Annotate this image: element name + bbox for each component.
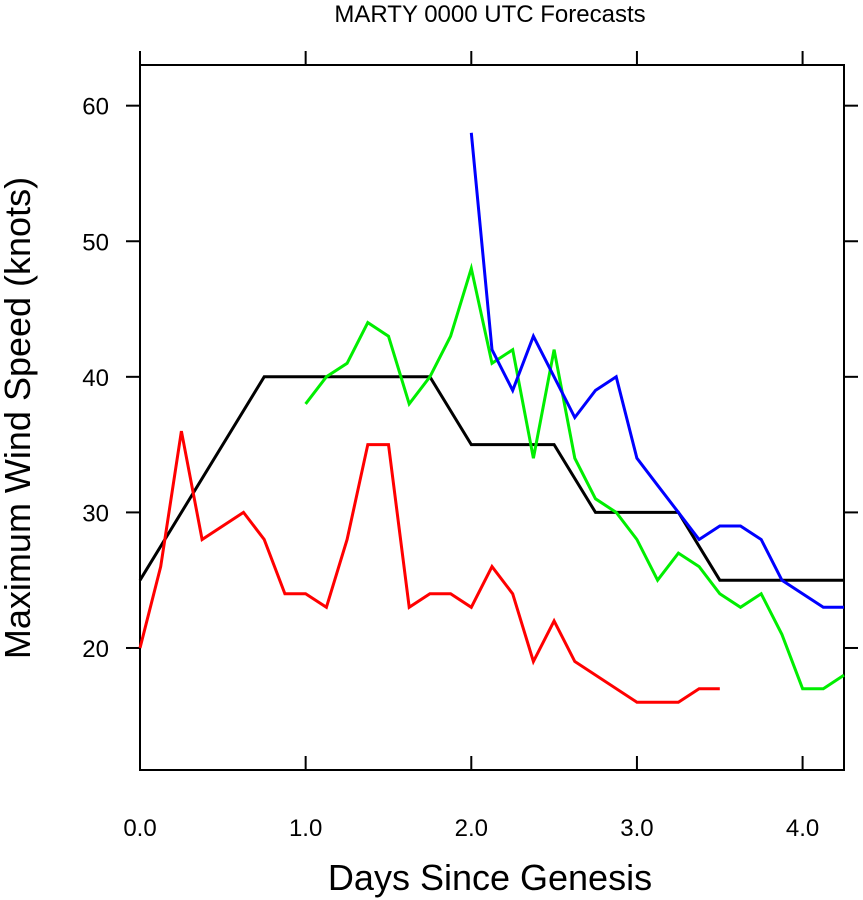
x-tick-label: 4.0 xyxy=(786,815,819,842)
series-line xyxy=(138,375,844,582)
plot-frame xyxy=(139,64,845,771)
y-tick-label: 50 xyxy=(82,229,109,256)
y-tick-label: 40 xyxy=(82,365,109,392)
series-line xyxy=(138,430,720,704)
series-layer xyxy=(138,132,845,704)
series-line xyxy=(469,132,844,609)
y-tick-label: 60 xyxy=(82,94,109,121)
y-axis-label: Maximum Wind Speed (knots) xyxy=(0,177,38,659)
x-tick-label: 1.0 xyxy=(289,815,322,842)
axis-ticks: 0.0 1.0 2.0 3.0 4.0 20 30 40 50 60 xyxy=(82,51,858,842)
y-tick-label: 20 xyxy=(82,636,109,663)
x-tick-label: 2.0 xyxy=(455,815,488,842)
x-tick-label: 3.0 xyxy=(620,815,653,842)
y-tick-label: 30 xyxy=(82,500,109,527)
chart-title: MARTY 0000 UTC Forecasts xyxy=(334,1,645,28)
x-axis-label: Days Since Genesis xyxy=(328,857,652,898)
x-tick-label: 0.0 xyxy=(123,815,156,842)
series-line xyxy=(304,262,845,691)
